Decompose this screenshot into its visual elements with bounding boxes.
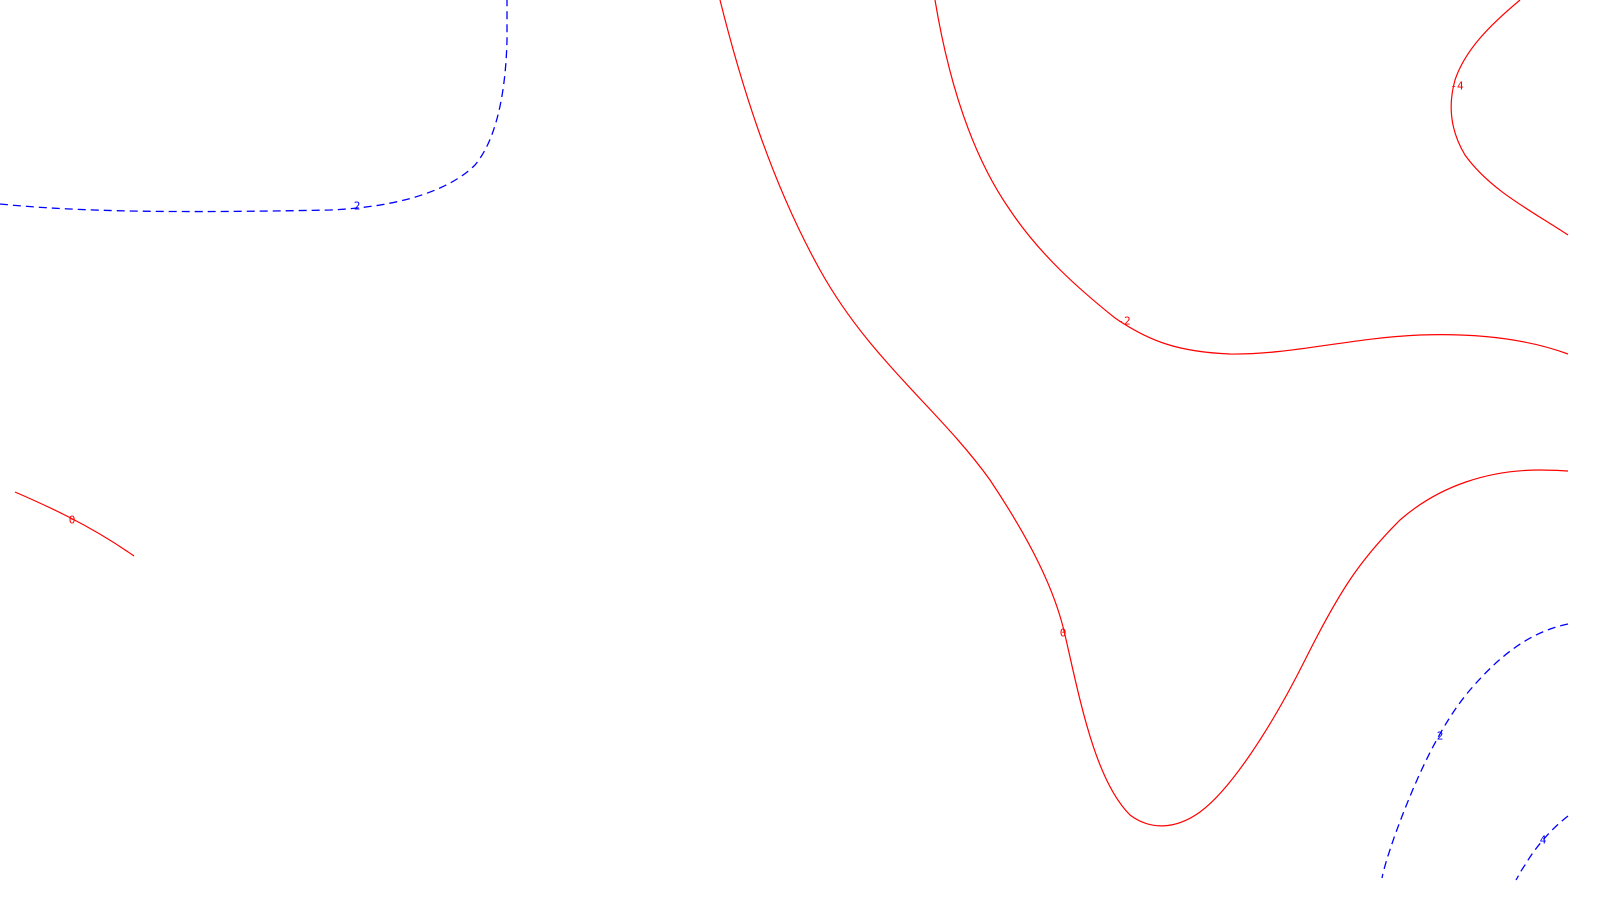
contour-line-zero-main <box>719 0 1569 827</box>
contour-label-zero-main: 0 <box>1060 627 1067 640</box>
contour-line-pos2-top-left <box>0 0 508 213</box>
contour-label-pos4-bottom-right: 4 <box>1540 834 1547 847</box>
contour-label-pos2-bottom-right: 2 <box>1437 730 1444 743</box>
contour-label-neg2-top-right: -2 <box>1117 315 1130 328</box>
contour-label-pos2-top-left: 2 <box>354 200 361 213</box>
contour-line-neg2-top-right <box>934 0 1569 355</box>
contour-line-pos4-bottom-right <box>1515 815 1569 881</box>
contour-label-zero-left: 0 <box>69 514 76 527</box>
contour-line-neg4-corner <box>1450 0 1569 236</box>
contour-line-pos2-bottom-right <box>1381 623 1569 879</box>
contour-label-neg4-corner: -4 <box>1450 80 1464 93</box>
contour-line-zero-left <box>14 491 135 557</box>
